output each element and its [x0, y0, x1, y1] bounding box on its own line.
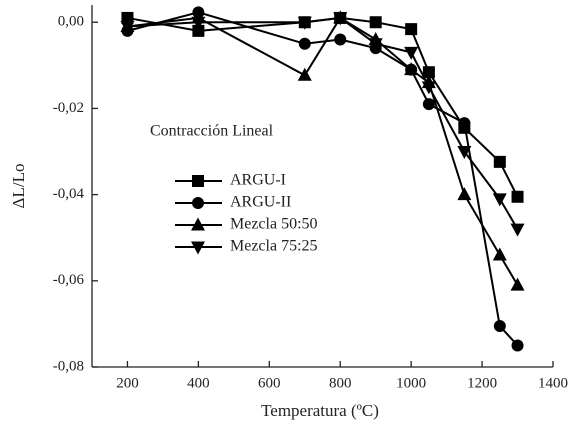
marker [510, 223, 525, 237]
marker [510, 277, 525, 291]
y-tick-label: -0,08 [53, 358, 84, 374]
marker [493, 155, 506, 168]
x-tick-label: 200 [116, 375, 139, 391]
x-tick-label: 600 [258, 375, 281, 391]
y-tick-label: -0,02 [53, 100, 84, 116]
marker [492, 247, 507, 261]
marker [458, 117, 471, 130]
marker [333, 12, 348, 26]
marker [368, 38, 383, 52]
marker [511, 190, 524, 203]
marker [191, 16, 206, 30]
y-tick-label: -0,06 [53, 272, 85, 288]
legend-title: Contracción Lineal [150, 123, 274, 140]
marker [297, 16, 312, 30]
x-tick-label: 1400 [538, 375, 568, 391]
marker [298, 37, 311, 50]
marker [422, 98, 435, 111]
x-tick-label: 800 [329, 375, 352, 391]
marker [192, 175, 204, 187]
marker [511, 339, 524, 352]
marker [405, 23, 418, 36]
series-line [127, 16, 519, 286]
y-tick-label: 0,00 [58, 14, 84, 30]
marker [121, 11, 134, 24]
y-tick-label: -0,04 [53, 186, 85, 202]
marker [404, 46, 419, 60]
marker [191, 217, 205, 231]
marker [192, 24, 205, 37]
legend-label: ARGU-I [230, 172, 286, 189]
marker [369, 16, 382, 29]
legend-label: Mezcla 50:50 [230, 216, 318, 233]
marker [421, 81, 436, 95]
marker [492, 193, 507, 207]
x-tick-label: 1200 [467, 375, 497, 391]
marker [457, 187, 472, 201]
legend-label: ARGU-II [230, 194, 291, 211]
marker [191, 241, 205, 255]
marker [297, 67, 312, 81]
x-axis-label: Temperatura (ºC) [261, 401, 379, 420]
legend-label: Mezcla 75:25 [230, 238, 318, 255]
marker [457, 146, 472, 160]
series-line [127, 16, 519, 230]
marker [493, 320, 506, 333]
marker [192, 197, 204, 209]
marker [422, 66, 435, 79]
marker [120, 21, 135, 35]
x-tick-label: 400 [187, 375, 210, 391]
marker [404, 62, 419, 76]
x-tick-label: 1000 [396, 375, 426, 391]
series-line [127, 16, 519, 198]
y-axis-label: ΔL/Lo [9, 164, 28, 209]
marker [334, 33, 347, 46]
